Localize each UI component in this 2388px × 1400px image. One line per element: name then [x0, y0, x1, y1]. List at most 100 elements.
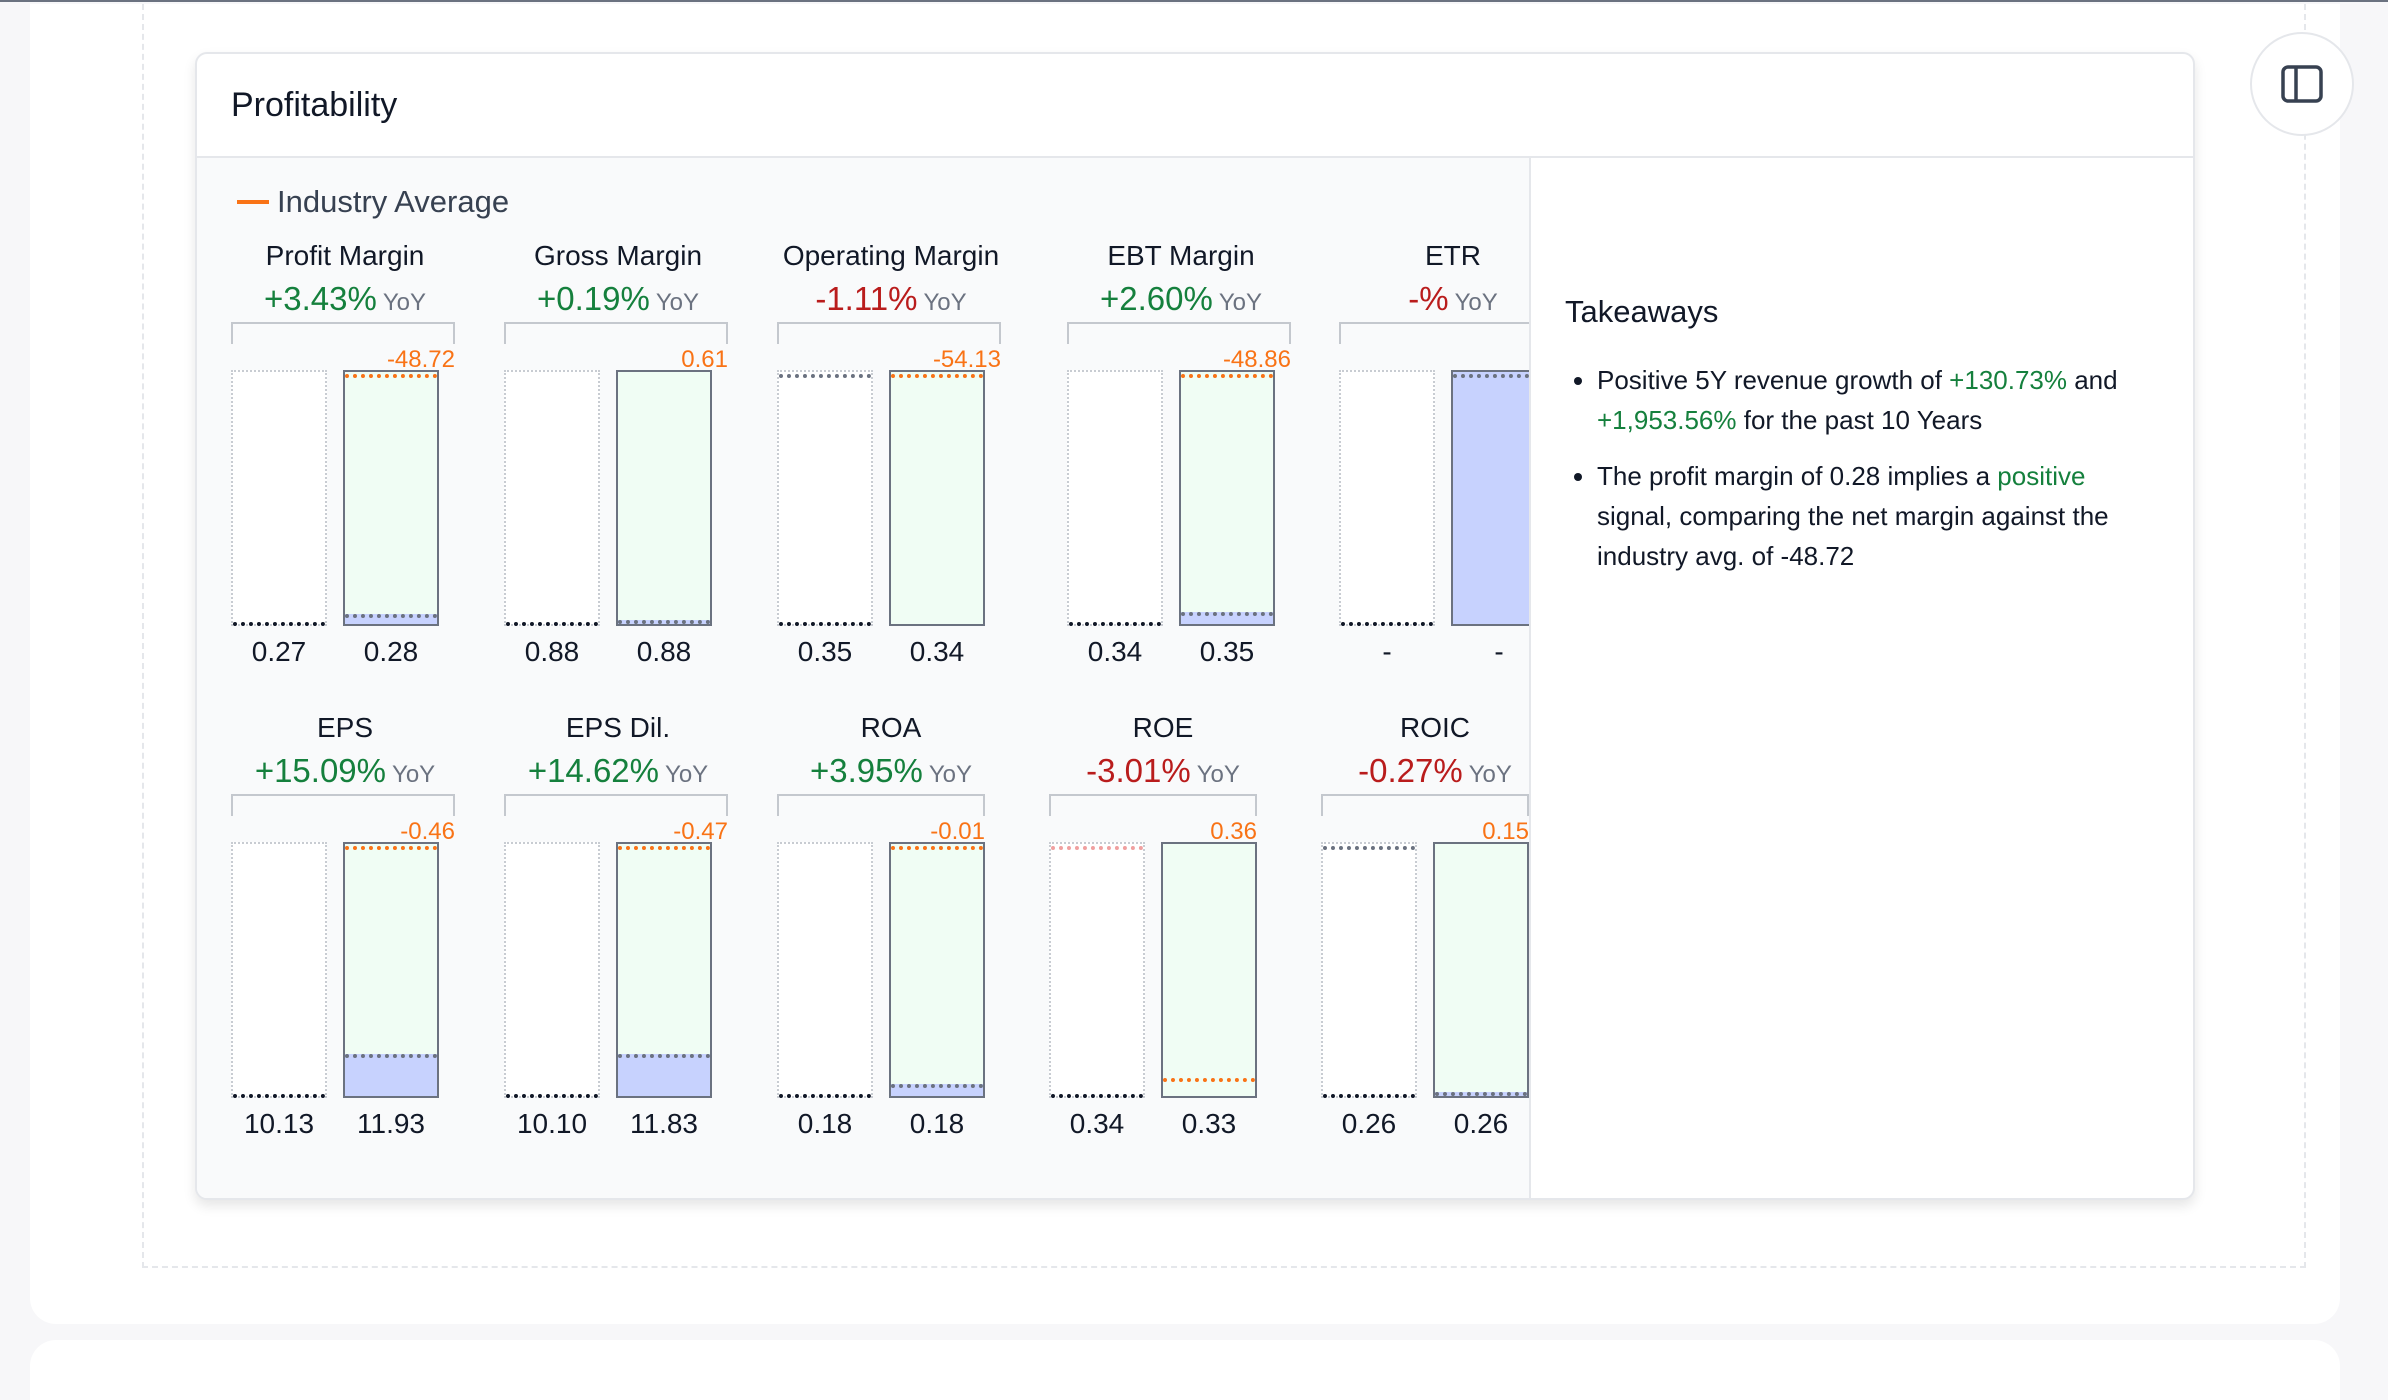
current-year-bar [343, 842, 439, 1098]
previous-year-value: 0.34 [1087, 636, 1143, 667]
metric-yoy-change: +15.09% YoY [231, 752, 459, 790]
current-year-value: 0.28 [363, 636, 419, 667]
top-mark-line [1453, 374, 1529, 378]
yoy-suffix: YoY [655, 289, 699, 316]
yoy-value: +3.43% [263, 280, 377, 317]
metrics-area: Industry Average Profit Margin +3.43% YoY… [197, 158, 1531, 1198]
industry-average-line [345, 846, 437, 850]
previous-year-bar [504, 842, 600, 1098]
takeaway-item: Positive 5Y revenue growth of +130.73% a… [1597, 360, 2165, 440]
comparison-bracket [777, 322, 1001, 344]
previous-year-value: 0.18 [797, 1108, 853, 1139]
highlight-value: positive [1997, 461, 2086, 491]
previous-year-value: 0.34 [1069, 1108, 1125, 1139]
metric-title: EPS Dil. [565, 712, 671, 743]
previous-year-value: 10.10 [516, 1108, 588, 1139]
metric-ebt-margin: EBT Margin +2.60% YoY -48.86 0.34 0.35 [1067, 240, 1367, 700]
value-fill [891, 1084, 983, 1096]
bottom-panel [30, 1340, 2340, 1400]
prev-top-mark [1051, 846, 1143, 850]
metric-title: EBT Margin [1107, 240, 1255, 271]
comparison-bracket [504, 322, 728, 344]
metric-yoy-change: +2.60% YoY [1067, 280, 1295, 318]
previous-year-bar [1067, 370, 1163, 626]
previous-year-bar [777, 842, 873, 1098]
previous-year-bar [1321, 842, 1417, 1098]
comparison-bracket [777, 794, 985, 816]
yoy-value: +15.09% [254, 752, 387, 789]
card-header: Profitability [197, 54, 2193, 158]
industry-average-value: -48.86 [1222, 346, 1291, 373]
industry-average-value: 0.36 [1210, 818, 1257, 845]
metric-eps: EPS +15.09% YoY -0.46 10.13 11.93 [231, 712, 531, 1172]
current-year-value: 0.35 [1199, 636, 1255, 667]
metric-roe: ROE -3.01% YoY 0.36 0.34 0.33 [1049, 712, 1349, 1172]
industry-average-line [618, 846, 710, 850]
current-year-bar [1161, 842, 1257, 1098]
takeaways-list: Positive 5Y revenue growth of +130.73% a… [1565, 360, 2165, 576]
industry-average-value: 0.15 [1482, 818, 1529, 845]
yoy-suffix: YoY [1468, 761, 1512, 788]
card-title: Profitability [231, 85, 398, 124]
current-year-bar [616, 842, 712, 1098]
value-fill [1181, 612, 1273, 624]
takeaway-text: and [2067, 365, 2118, 395]
highlight-value: +130.73% [1949, 365, 2067, 395]
industry-average-value: -54.13 [932, 346, 1001, 373]
value-fill [345, 1054, 437, 1096]
metric-gross-margin: Gross Margin +0.19% YoY 0.61 0.88 0.88 [504, 240, 804, 700]
current-year-value: 0.34 [909, 636, 965, 667]
previous-year-value: 0.88 [524, 636, 580, 667]
value-fill [618, 620, 710, 624]
sidebar-panel-icon [2281, 65, 2323, 103]
takeaway-item: The profit margin of 0.28 implies a posi… [1597, 456, 2165, 576]
metric-roic: ROIC -0.27% YoY 0.15 0.26 0.26 [1321, 712, 1529, 1172]
previous-year-bar [231, 842, 327, 1098]
metric-title: ETR [1425, 240, 1481, 271]
comparison-bracket [231, 794, 455, 816]
metric-yoy-change: +3.95% YoY [777, 752, 1005, 790]
yoy-suffix: YoY [1218, 289, 1262, 316]
yoy-suffix: YoY [928, 761, 972, 788]
industry-average-value: -48.72 [386, 346, 455, 373]
bar-baseline [1323, 1094, 1415, 1098]
yoy-value: +2.60% [1099, 280, 1213, 317]
yoy-suffix: YoY [665, 761, 709, 788]
previous-year-value: 0.27 [251, 636, 307, 667]
industry-average-value: -0.46 [400, 818, 455, 845]
metric-yoy-change: +3.43% YoY [231, 280, 459, 318]
value-fill [345, 614, 437, 624]
current-year-value: 11.93 [357, 1108, 425, 1139]
metric-title: EPS [316, 712, 374, 743]
bar-baseline [779, 622, 871, 626]
profitability-card: Profitability Industry Average Profit Ma… [195, 52, 2195, 1200]
bar-baseline [1069, 622, 1161, 626]
takeaway-text: signal, comparing the net margin against… [1597, 501, 2109, 571]
previous-year-bar [231, 370, 327, 626]
current-year-value: 11.83 [630, 1108, 698, 1139]
metric-title: ROE [1132, 712, 1194, 743]
previous-year-value: 0.35 [797, 636, 853, 667]
dashed-frame [142, 0, 2306, 1268]
industry-average-line [891, 374, 983, 378]
bar-baseline [1341, 622, 1433, 626]
previous-year-bar [504, 370, 600, 626]
highlight-value: +1,953.56% [1597, 405, 1737, 435]
previous-year-bar [1339, 370, 1435, 626]
current-year-bar [616, 370, 712, 626]
previous-year-bar [1049, 842, 1145, 1098]
bar-baseline [779, 1094, 871, 1098]
current-year-bar [1179, 370, 1275, 626]
takeaway-text: Positive 5Y revenue growth of [1597, 365, 1950, 395]
yoy-suffix: YoY [1454, 289, 1498, 316]
industry-average-swatch [237, 200, 269, 204]
metric-yoy-change: -% YoY [1339, 280, 1529, 318]
current-year-value: 0.88 [636, 636, 692, 667]
takeaways-title: Takeaways [1565, 294, 1719, 329]
previous-year-value: 0.26 [1341, 1108, 1397, 1139]
comparison-bracket [1067, 322, 1291, 344]
yoy-value: -% [1408, 280, 1449, 317]
window-top-border [0, 0, 2388, 2]
yoy-value: -0.27% [1358, 752, 1463, 789]
sidebar-toggle-button[interactable] [2250, 32, 2354, 136]
